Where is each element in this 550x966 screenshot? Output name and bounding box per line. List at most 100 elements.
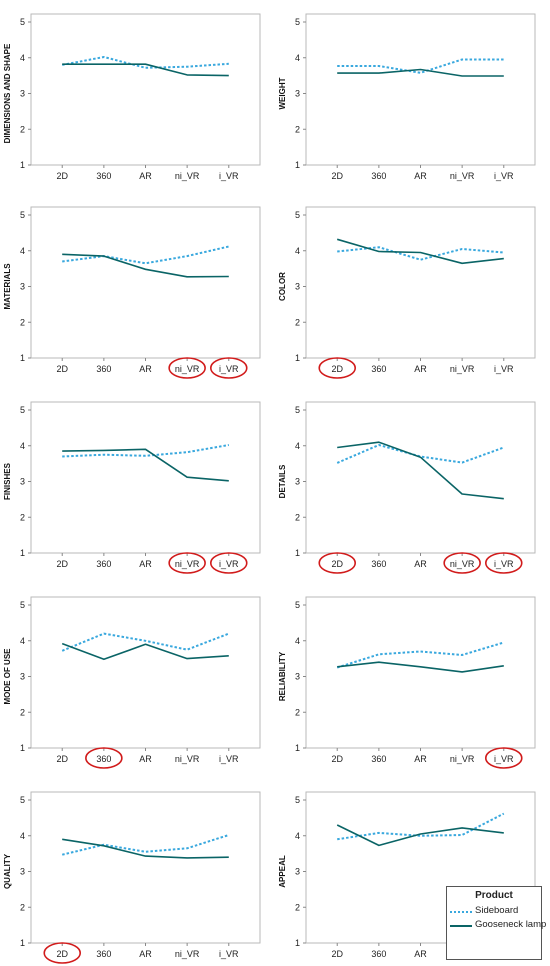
x-tick-label: ni_VR — [450, 171, 475, 181]
series-line-gooseneck-lamp — [337, 68, 504, 77]
panel-1: 1 2 3 4 5 2D 360 AR ni_VR i_VR DIMENSIONS AND SHAP… — [3, 13, 261, 181]
x-tick-label: 360 — [96, 949, 111, 959]
x-tick-label: 360 — [371, 754, 386, 764]
legend-label: Sideboard — [475, 905, 519, 916]
plot-frame — [30, 596, 261, 749]
y-tick-label: 5 — [20, 795, 25, 805]
legend-item-gooseneck-lamp: Gooseneck lamp — [447, 919, 546, 933]
y-tick-label: 3 — [295, 672, 300, 682]
y-tick-label: 2 — [295, 902, 300, 912]
series-line-sideboard — [62, 245, 230, 265]
y-axis-label: COLOR — [278, 272, 287, 301]
y-axis-label: MATERIALS — [3, 263, 12, 310]
legend-label: Gooseneck lamp — [475, 919, 547, 930]
x-tick-label: ni_VR — [175, 364, 200, 374]
y-axis-label: MODE OF USE — [3, 648, 12, 705]
legend-title: Product — [475, 890, 513, 901]
panel-3: 1 2 3 4 5 2D 360 AR ni_VR i_VR MATERIALS — [3, 206, 261, 379]
x-tick-label: 360 — [371, 559, 386, 569]
y-tick-label: 5 — [295, 600, 300, 610]
series-line-gooseneck-lamp — [337, 441, 504, 500]
series-line-gooseneck-lamp — [61, 642, 229, 661]
panel-6: 1 2 3 4 5 2D 360 AR ni_VR i_VR DETAILS — [278, 401, 536, 574]
x-tick-label: ni_VR — [175, 559, 200, 569]
x-tick-label: i_VR — [494, 754, 514, 764]
y-tick-label: 4 — [295, 636, 300, 646]
y-tick-label: 3 — [20, 89, 25, 99]
series-line-gooseneck-lamp — [62, 448, 229, 482]
y-tick-label: 2 — [20, 512, 25, 522]
y-tick-label: 3 — [295, 477, 300, 487]
highlight-circle — [85, 747, 123, 769]
x-tick-label: ni_VR — [450, 754, 475, 764]
y-tick-label: 1 — [20, 160, 25, 170]
x-tick-label: AR — [139, 364, 152, 374]
highlight-circle — [43, 942, 82, 964]
x-tick-label: 2D — [56, 364, 68, 374]
series-line-gooseneck-lamp — [337, 661, 504, 673]
highlight-circle — [443, 552, 481, 574]
x-tick-label: AR — [414, 754, 427, 764]
x-tick-label: 2D — [331, 949, 343, 959]
highlight-circle — [168, 357, 206, 379]
y-tick-label: 3 — [295, 867, 300, 877]
x-tick-label: 360 — [96, 754, 111, 764]
series-line-gooseneck-lamp — [62, 253, 229, 278]
y-tick-label: 5 — [295, 795, 300, 805]
x-tick-label: i_VR — [219, 754, 239, 764]
panel-8: 1 2 3 4 5 2D 360 AR ni_VR i_VR RELIABILITY — [278, 596, 536, 769]
x-tick-label: AR — [414, 559, 427, 569]
y-tick-label: 3 — [20, 672, 25, 682]
x-tick-label: AR — [414, 949, 427, 959]
x-tick-label: 360 — [96, 559, 111, 569]
x-tick-label: i_VR — [494, 171, 514, 181]
series-line-sideboard — [337, 58, 504, 74]
y-tick-label: 2 — [295, 512, 300, 522]
x-tick-label: 2D — [56, 754, 68, 764]
series-line-sideboard — [62, 444, 229, 458]
plot-frame — [305, 13, 536, 166]
series-line-gooseneck-lamp — [336, 824, 504, 847]
x-tick-label: AR — [139, 754, 152, 764]
x-tick-label: 2D — [56, 559, 68, 569]
highlight-circle — [168, 552, 206, 574]
x-tick-label: ni_VR — [450, 364, 475, 374]
series-line-gooseneck-lamp — [62, 838, 229, 859]
y-tick-label: 4 — [20, 831, 25, 841]
highlight-circle — [484, 552, 523, 574]
y-tick-label: 3 — [20, 282, 25, 292]
x-tick-label: 360 — [96, 171, 111, 181]
series-line-gooseneck-lamp — [336, 238, 504, 265]
x-tick-label: i_VR — [219, 364, 239, 374]
x-tick-label: ni_VR — [450, 559, 475, 569]
series-line-sideboard — [61, 632, 230, 652]
y-axis-label: APPEAL — [278, 855, 287, 888]
y-tick-label: 4 — [20, 246, 25, 256]
x-tick-label: 2D — [331, 754, 343, 764]
series-line-sideboard — [61, 834, 230, 856]
x-tick-label: 2D — [331, 171, 343, 181]
y-tick-label: 3 — [20, 867, 25, 877]
legend-item-sideboard: Sideboard — [447, 905, 541, 919]
y-tick-label: 5 — [20, 210, 25, 220]
plot-frame — [30, 401, 261, 554]
panel-4: 1 2 3 4 5 2D 360 AR ni_VR i_VR COLOR — [278, 206, 536, 379]
y-tick-label: 4 — [20, 441, 25, 451]
y-tick-label: 2 — [20, 124, 25, 134]
panel-9: 1 2 3 4 5 2D 360 AR ni_VR i_VR QUALITY — [3, 791, 261, 964]
y-tick-label: 1 — [295, 353, 300, 363]
y-tick-label: 5 — [20, 405, 25, 415]
y-tick-label: 4 — [295, 441, 300, 451]
panel-5: 1 2 3 4 5 2D 360 AR ni_VR i_VR FINISHES — [3, 401, 261, 574]
y-axis-label: DETAILS — [278, 464, 287, 498]
plot-frame — [305, 206, 536, 359]
x-tick-label: i_VR — [219, 949, 239, 959]
series-line-sideboard — [336, 641, 505, 669]
y-tick-label: 5 — [20, 17, 25, 27]
x-tick-label: 2D — [331, 364, 343, 374]
x-tick-label: AR — [139, 559, 152, 569]
y-tick-label: 1 — [295, 938, 300, 948]
y-tick-label: 4 — [20, 636, 25, 646]
y-tick-label: 1 — [295, 160, 300, 170]
